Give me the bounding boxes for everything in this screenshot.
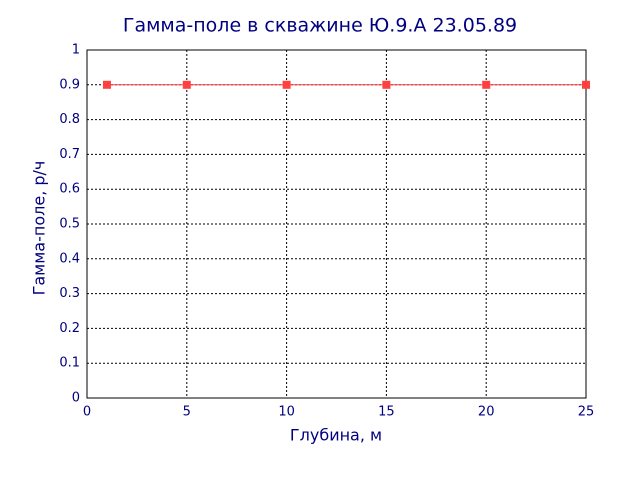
y-tick-label: 0.2 bbox=[59, 321, 80, 336]
plot-frame bbox=[86, 49, 587, 399]
marker bbox=[582, 80, 590, 89]
y-tick-label: 0.8 bbox=[59, 112, 80, 127]
y-tick-label: 0.1 bbox=[59, 356, 80, 371]
chart-title: Гамма-поле в скважине Ю.9.А 23.05.89 bbox=[123, 15, 517, 37]
x-tick-label: 0 bbox=[83, 405, 91, 420]
marker bbox=[182, 80, 191, 89]
x-tick-label: 10 bbox=[278, 405, 295, 420]
y-axis-label: Гамма-поле, р/ч bbox=[30, 161, 49, 296]
x-axis-label: Глубина, м bbox=[290, 426, 382, 445]
y-tick-label: 1 bbox=[72, 43, 80, 58]
y-tick-label: 0.3 bbox=[59, 286, 80, 301]
x-tick-label: 5 bbox=[183, 405, 191, 420]
x-tick-label: 25 bbox=[578, 405, 595, 420]
y-tick-label: 0.9 bbox=[59, 77, 80, 92]
x-tick-label: 15 bbox=[378, 405, 395, 420]
y-tick-label: 0.5 bbox=[59, 217, 80, 232]
y-tick-label: 0 bbox=[72, 391, 80, 406]
marker bbox=[382, 80, 391, 89]
marker bbox=[482, 80, 491, 89]
marker bbox=[102, 80, 111, 89]
y-tick-label: 0.4 bbox=[59, 251, 80, 266]
y-tick-label: 0.6 bbox=[59, 182, 80, 197]
y-tick-label: 0.7 bbox=[59, 147, 80, 162]
x-tick-label: 20 bbox=[478, 405, 495, 420]
marker bbox=[282, 80, 291, 89]
